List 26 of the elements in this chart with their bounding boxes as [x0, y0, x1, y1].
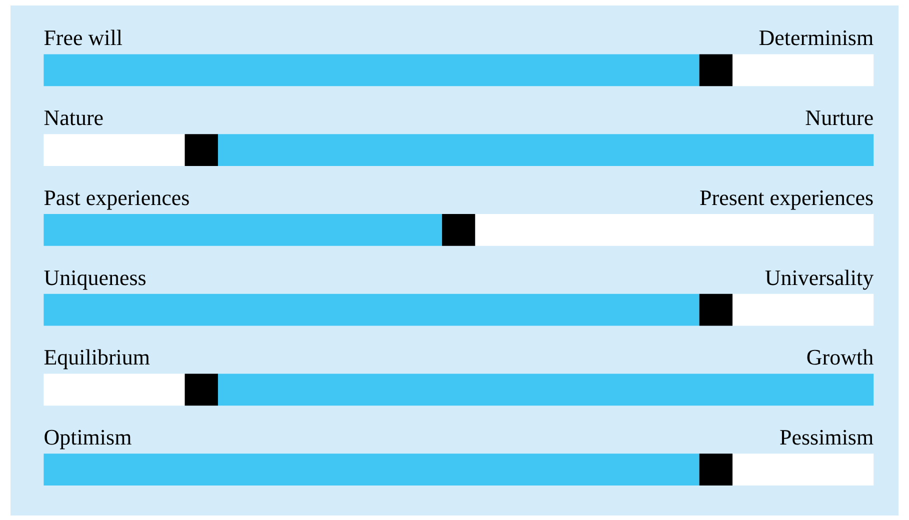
y-tick-label: Nature: [44, 105, 104, 130]
annotation: Nurture: [805, 105, 874, 130]
bar: [699, 54, 733, 86]
y-tick-label: Optimism: [44, 424, 132, 450]
bar: [699, 454, 733, 486]
y-tick-label: Uniqueness: [44, 264, 146, 290]
annotation: Present experiences: [700, 184, 874, 210]
annotation: Pessimism: [779, 424, 874, 450]
bar: [44, 294, 700, 326]
bar: [732, 454, 874, 486]
annotation: Determinism: [758, 25, 874, 50]
bar: [184, 134, 218, 166]
y-tick-label: Free will: [44, 25, 123, 50]
bar: [699, 294, 733, 326]
bar: [44, 54, 700, 86]
bar: [732, 294, 874, 326]
bar: [442, 214, 476, 246]
y-tick-label: Past experiences: [44, 184, 190, 210]
bar: [44, 454, 700, 486]
bar: [44, 214, 442, 246]
annotation: Growth: [806, 344, 874, 370]
bar: [475, 214, 874, 246]
bar: [732, 54, 874, 86]
y-tick-label: Equilibrium: [44, 344, 150, 370]
bar: [184, 374, 218, 406]
annotation: Universality: [764, 264, 874, 290]
